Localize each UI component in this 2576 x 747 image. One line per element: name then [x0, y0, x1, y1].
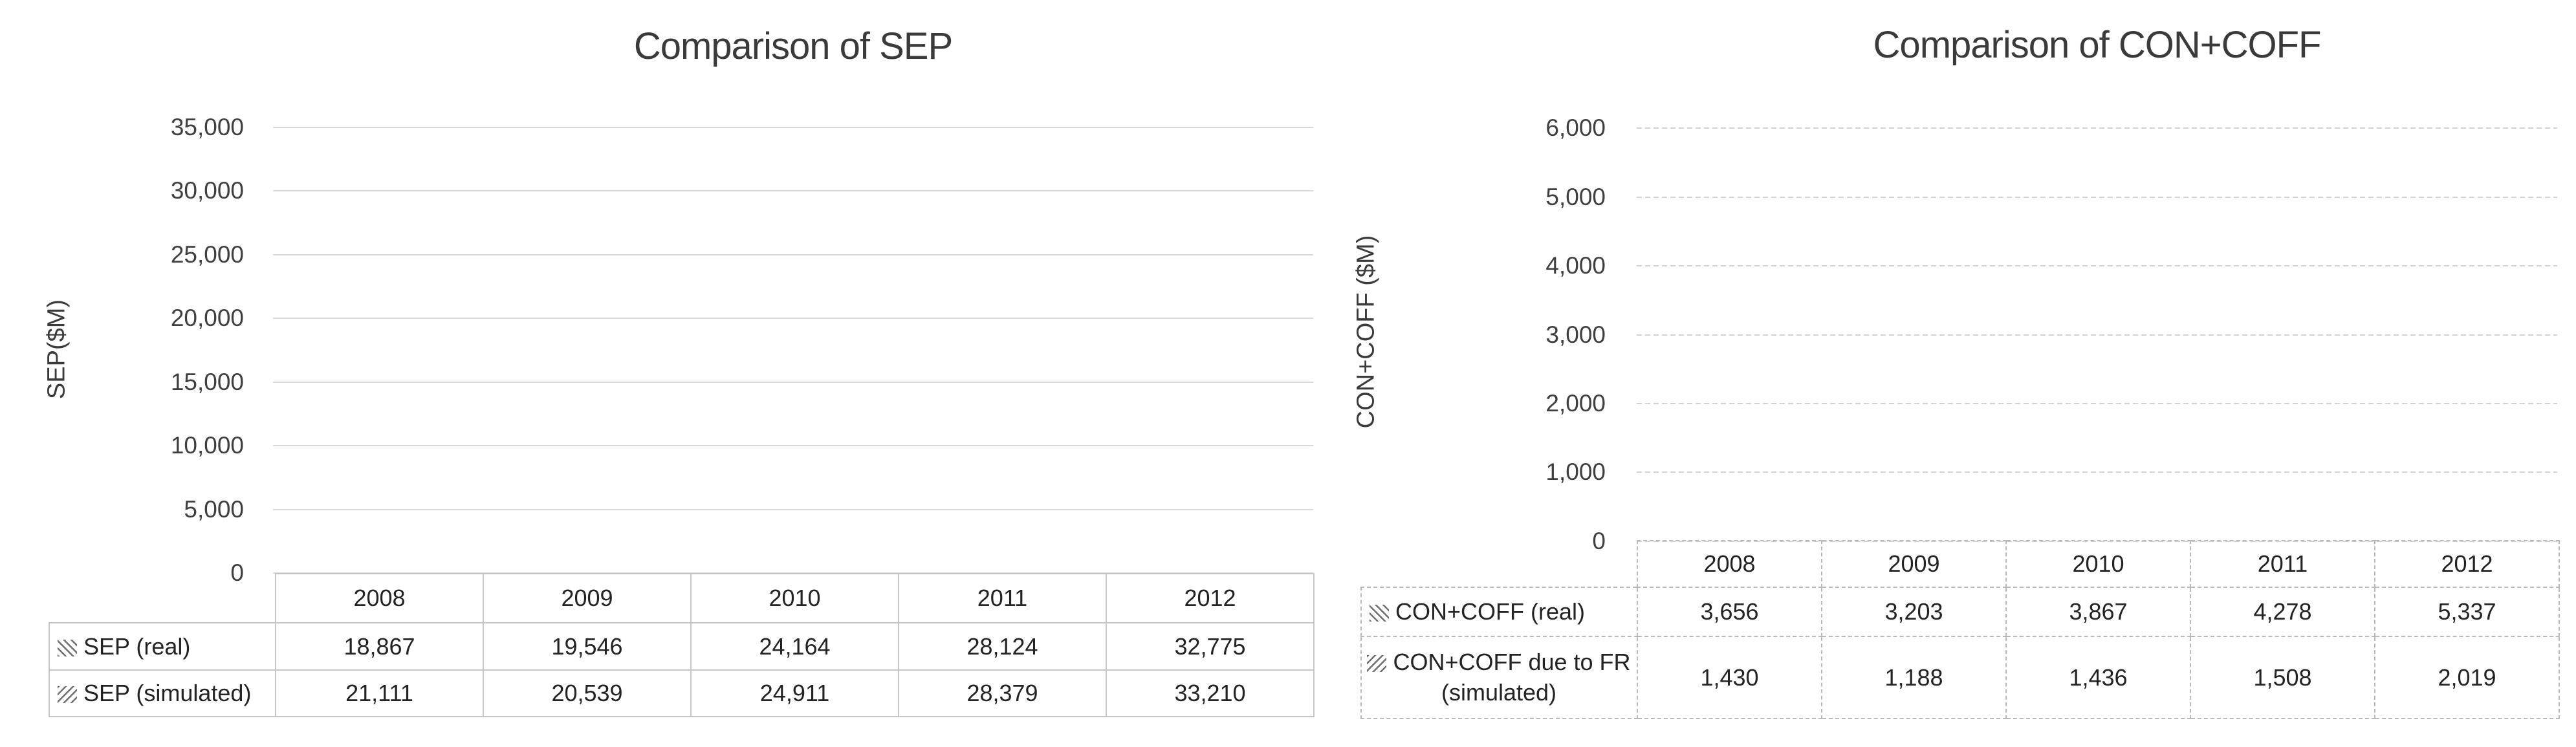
- y-tick-label: 3,000: [1545, 321, 1606, 348]
- gridline: [273, 572, 1313, 574]
- value-cell: 24,164: [690, 622, 899, 671]
- y-tick-label: 0: [230, 559, 244, 586]
- year-cell: 2010: [2005, 540, 2191, 588]
- table-corner: [1361, 541, 1637, 587]
- chart-title: Comparison of CON+COFF: [1873, 24, 2322, 66]
- value-cell: 20,539: [483, 669, 692, 717]
- gridline: [273, 318, 1313, 319]
- value-cell: 24,911: [690, 669, 899, 717]
- chart-title: Comparison of SEP: [633, 25, 953, 67]
- value-cell: 5,337: [2374, 587, 2560, 637]
- year-cell: 2010: [690, 573, 899, 623]
- series-label-text: CON+COFF (real): [1395, 598, 1586, 625]
- value-cell: 1,508: [2190, 636, 2375, 719]
- gridline: [273, 445, 1313, 447]
- y-tick-label: 15,000: [170, 368, 244, 395]
- value-cell: 1,436: [2005, 636, 2191, 719]
- y-tick-label: 30,000: [170, 177, 244, 204]
- data-table: 2008 2009 2010 2011 2012 CON+COFF (real) 3,656…: [1360, 540, 2560, 719]
- y-tick-label: 2,000: [1545, 390, 1606, 417]
- y-tick-label: 4,000: [1545, 252, 1606, 279]
- gridline: [273, 508, 1313, 510]
- year-cell: 2008: [275, 573, 484, 623]
- year-cell: 2012: [1106, 573, 1315, 623]
- legend-hatch-swatch: [1370, 605, 1389, 622]
- plot-area: [1637, 127, 2557, 542]
- year-cell: 2009: [483, 573, 692, 623]
- gridline: [1637, 471, 2557, 473]
- series-label-cell: SEP (real): [49, 622, 276, 671]
- value-cell: 3,203: [1821, 587, 2007, 637]
- value-cell: 18,867: [275, 622, 484, 671]
- bars: [1637, 128, 2557, 541]
- gridline: [1637, 334, 2557, 336]
- value-cell: 28,124: [898, 622, 1107, 671]
- series-label-cell: SEP (simulated): [49, 669, 276, 717]
- gridline: [273, 127, 1313, 128]
- series-label-text: SEP (real): [83, 633, 191, 660]
- y-axis-ticks: 6,000 5,000 4,000 3,000 2,000 1,000 0: [1439, 114, 1606, 554]
- gridline: [1637, 127, 2557, 129]
- y-tick-label: 35,000: [170, 114, 244, 140]
- value-cell: 3,867: [2005, 587, 2191, 637]
- gridline: [1637, 403, 2557, 404]
- series-label-text: SEP (simulated): [83, 680, 252, 706]
- series-label-line: CON+COFF due to FR: [1362, 647, 1636, 678]
- y-axis-ticks: 35,000 30,000 25,000 20,000 15,000 10,000 5,00…: [78, 114, 244, 586]
- gridline: [1637, 265, 2557, 266]
- y-tick-label: 20,000: [170, 305, 244, 332]
- legend-hatch-swatch: [58, 639, 77, 656]
- value-cell: 4,278: [2190, 587, 2375, 637]
- value-cell: 32,775: [1106, 622, 1315, 671]
- value-cell: 21,111: [275, 669, 484, 717]
- y-tick-label: 0: [1592, 528, 1606, 554]
- legend-hatch-swatch: [1367, 655, 1387, 672]
- series-label-line: (simulated): [1441, 678, 1557, 706]
- year-cell: 2011: [2190, 540, 2375, 588]
- series-label-cell: CON+COFF (real): [1360, 587, 1638, 637]
- gridline: [1637, 196, 2557, 198]
- value-cell: 28,379: [898, 669, 1107, 717]
- gridline: [273, 190, 1313, 192]
- gridline: [273, 254, 1313, 255]
- value-cell: 19,546: [483, 622, 692, 671]
- data-table: 2008 2009 2010 2011 2012 SEP (real) 18,867 19,5…: [49, 573, 1315, 717]
- series-label-cell: CON+COFF due to FR (simulated): [1360, 636, 1638, 719]
- year-cell: 2009: [1821, 540, 2007, 588]
- y-tick-label: 6,000: [1545, 114, 1606, 141]
- year-cell: 2011: [898, 573, 1107, 623]
- value-cell: 3,656: [1637, 587, 1822, 637]
- plot-area: [273, 127, 1313, 574]
- y-axis-title: CON+COFF ($M): [1352, 235, 1380, 429]
- gridlines: [273, 127, 1313, 574]
- y-tick-label: 10,000: [170, 432, 244, 459]
- y-tick-label: 5,000: [184, 495, 244, 523]
- value-cell: 1,430: [1637, 636, 1822, 719]
- value-cell: 1,188: [1821, 636, 2007, 719]
- year-cell: 2008: [1637, 540, 1822, 588]
- y-tick-label: 1,000: [1545, 459, 1606, 486]
- year-cell: 2012: [2374, 540, 2560, 588]
- legend-hatch-swatch: [58, 686, 77, 703]
- value-cell: 2,019: [2374, 636, 2560, 719]
- y-tick-label: 25,000: [170, 241, 244, 268]
- value-cell: 33,210: [1106, 669, 1315, 717]
- gridline: [273, 381, 1313, 383]
- y-tick-label: 5,000: [1545, 183, 1606, 210]
